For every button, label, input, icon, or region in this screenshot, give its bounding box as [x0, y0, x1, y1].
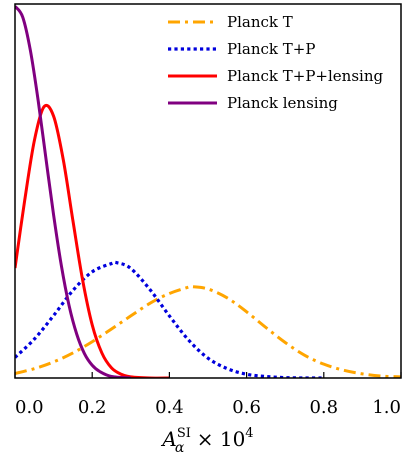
- series-line-3: [15, 103, 170, 378]
- legend: Planck T Planck T+P Planck T+P+lensing Plan…: [168, 13, 383, 112]
- x-tick-label: 0.0: [15, 397, 44, 418]
- legend-label-4: Planck lensing: [227, 94, 338, 112]
- x-ticks: 0.0 0.2 0.4 0.6 0.8 1.0: [14, 372, 402, 418]
- legend-label-1: Planck T: [227, 13, 293, 31]
- x-axis-label: ASI α × 104: [160, 426, 253, 456]
- x-tick-label: 0.4: [155, 397, 184, 418]
- x-tick-label: 1.0: [372, 397, 401, 418]
- plot-frame: [14, 3, 402, 379]
- x-tick-label: 0.6: [232, 397, 261, 418]
- legend-label-2: Planck T+P: [227, 40, 315, 58]
- series-line-2: [15, 260, 324, 378]
- legend-label-3: Planck T+P+lensing: [227, 67, 383, 85]
- x-tick-label: 0.8: [309, 397, 338, 418]
- series-line-4: [15, 5, 131, 378]
- curves-layer: [15, 5, 401, 378]
- series-line-1: [15, 284, 401, 378]
- x-tick-label: 0.2: [78, 397, 107, 418]
